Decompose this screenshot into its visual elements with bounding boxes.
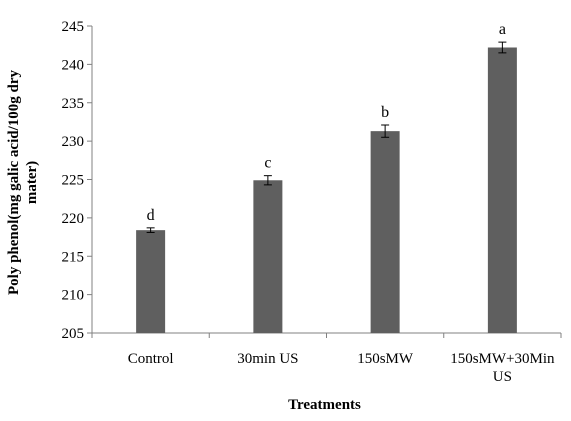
significance-letter: c [264,155,271,172]
error-bar [146,227,155,233]
x-axis [91,332,562,338]
x-tick-label: Control [128,351,174,367]
category-labels: Control 30min US 150sMW 150sMW+30Min US [128,351,555,385]
error-bar [498,41,507,54]
x-tick-label: 150sMW [357,351,414,367]
x-tick-label: 30min US [237,351,298,367]
x-tick-label: 150sMW+30Min US [450,351,555,385]
significance-letter: a [499,21,506,38]
bar [136,230,166,333]
y-axis-title: Poly phenol(mg galic acid/100g dry mater) [6,70,40,296]
significance-letter: d [147,207,155,224]
y-tick-label: 230 [62,134,85,150]
significance-letter: b [381,104,389,121]
y-tick-label: 245 [62,19,85,35]
bar [370,131,400,333]
bar [253,180,283,333]
y-tick-label: 210 [62,288,85,304]
y-tick-label: 235 [62,96,85,112]
y-tick-label: 240 [62,57,85,73]
x-axis-title: Treatments [288,397,361,413]
y-tick-label: 205 [62,326,85,342]
error-bar [381,124,390,138]
error-bar [263,175,272,186]
y-axis: 205 210 215 220 225 230 235 240 245 [62,19,93,342]
y-tick-label: 215 [62,249,85,265]
bars: d c b a [136,21,517,334]
y-tick-label: 220 [62,211,85,227]
y-tick-label: 225 [62,173,85,189]
bar [487,47,517,334]
